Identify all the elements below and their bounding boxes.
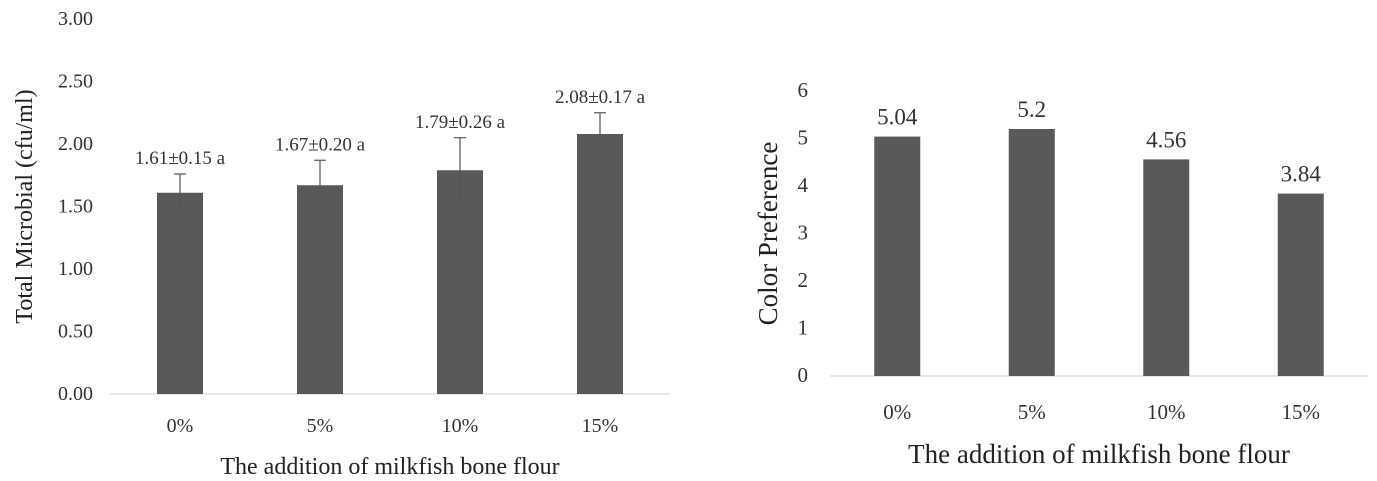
y-tick-label: 6: [798, 78, 809, 102]
x-axis-title: The addition of milkfish bone flour: [908, 439, 1290, 469]
bar: [437, 170, 483, 394]
y-tick-label: 0.50: [58, 321, 93, 343]
microbial-chart: 0.00 0.50 1.00 1.50 2.00 2.50 3.00 1.61±0.15 a 0…: [12, 8, 670, 480]
color-preference-chart: 0 1 2 3 4 5 6 5.04 0% 5.2 5% 4.56 10% 3.84 15% The addi…: [753, 78, 1368, 469]
y-axis-title: Total Microbial (cfu/ml): [12, 89, 38, 323]
x-tick-label: 15%: [1282, 400, 1321, 424]
data-label: 2.08±0.17 a: [555, 87, 646, 108]
y-tick-label: 0.00: [58, 383, 93, 405]
x-tick-label: 15%: [582, 415, 619, 437]
data-label: 3.84: [1281, 162, 1322, 187]
y-tick-label: 1: [798, 316, 809, 340]
bar: [577, 134, 623, 394]
x-axis-title: The addition of milkfish bone flour: [220, 454, 559, 480]
y-tick-label: 0: [798, 363, 809, 387]
y-tick-label: 2.00: [58, 133, 93, 155]
bar: [297, 185, 343, 394]
x-tick-label: 0%: [167, 415, 194, 437]
y-tick-label: 2.50: [58, 71, 93, 93]
y-tick-label: 3.00: [58, 8, 93, 30]
x-tick-label: 0%: [883, 400, 911, 424]
data-label: 5.2: [1017, 97, 1046, 122]
bar: [874, 136, 921, 376]
bar: [1008, 129, 1055, 376]
bar: [1143, 159, 1190, 376]
bar: [157, 192, 203, 394]
data-label: 1.67±0.20 a: [275, 134, 366, 155]
data-label: 5.04: [877, 105, 918, 130]
y-axis-title: Color Preference: [753, 142, 783, 326]
x-tick-label: 10%: [442, 415, 479, 437]
y-tick-label: 5: [798, 126, 809, 150]
data-label: 1.61±0.15 a: [135, 148, 226, 169]
data-label: 4.56: [1146, 127, 1186, 152]
y-tick-label: 3: [798, 221, 809, 245]
x-tick-label: 5%: [1018, 400, 1046, 424]
bar: [1277, 193, 1324, 376]
y-tick-label: 4: [798, 173, 809, 197]
data-label: 1.79±0.26 a: [415, 112, 506, 133]
x-tick-label: 10%: [1147, 400, 1186, 424]
x-tick-label: 5%: [307, 415, 334, 437]
y-tick-label: 1.00: [58, 258, 93, 280]
y-tick-label: 2: [798, 268, 809, 292]
y-tick-label: 1.50: [58, 196, 93, 218]
